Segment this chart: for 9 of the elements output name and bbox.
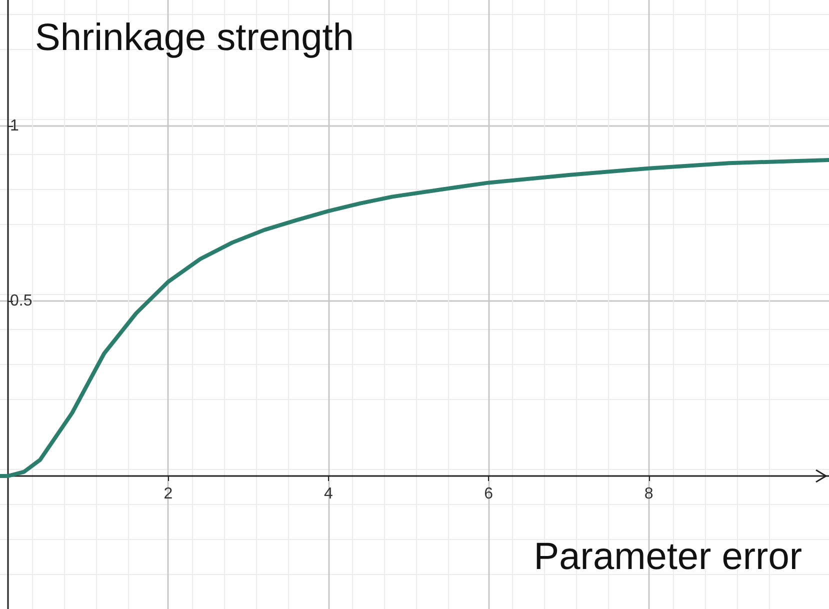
- y-tick-label: 1: [10, 118, 19, 134]
- x-tick-label: 2: [164, 486, 173, 502]
- y-tick-label: 0.5: [10, 292, 32, 310]
- y-axis-title: Shrinkage strength: [35, 17, 354, 59]
- x-tick-label: 4: [324, 486, 333, 502]
- x-axis-title: Parameter error: [534, 536, 802, 578]
- line-series: [0, 158, 829, 478]
- x-tick-label: 8: [644, 486, 654, 502]
- x-tick-label: 6: [484, 486, 494, 502]
